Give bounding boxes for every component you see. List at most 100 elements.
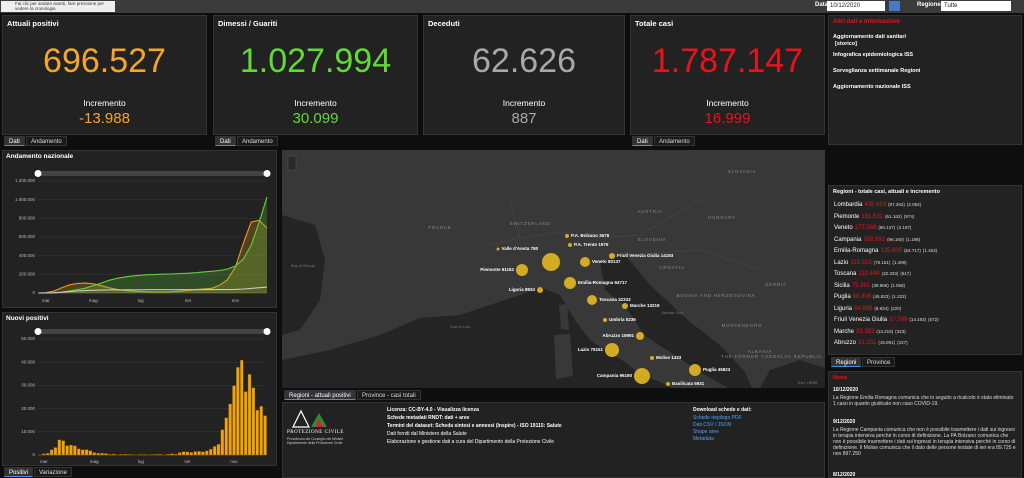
point-label: Lazio 76151 bbox=[578, 347, 604, 352]
line bbox=[37, 196, 268, 294]
download-title: Download schede e dati: bbox=[693, 407, 752, 413]
point-label: Liguria 8934 bbox=[509, 287, 536, 292]
tab[interactable]: Andamento bbox=[654, 136, 695, 146]
region-row: Toscana 110.448 (32.333) (517) bbox=[834, 271, 913, 277]
tab[interactable]: Regioni bbox=[831, 357, 862, 367]
slider-handle[interactable] bbox=[34, 328, 42, 335]
y-tick-label: 20.000 bbox=[21, 406, 35, 411]
bubble[interactable] bbox=[605, 343, 619, 357]
bubble[interactable] bbox=[622, 303, 628, 309]
region-total: 75.361 bbox=[851, 282, 871, 289]
bubble[interactable] bbox=[650, 356, 654, 360]
link-note[interactable]: [storico] bbox=[835, 41, 857, 47]
y-tick-label: 600.000 bbox=[19, 234, 36, 239]
bubble[interactable] bbox=[496, 247, 500, 251]
link[interactable]: Aggiornamento nazionale ISS bbox=[833, 84, 911, 90]
tab[interactable]: Dati bbox=[4, 136, 25, 146]
border bbox=[489, 199, 761, 271]
bar bbox=[220, 429, 225, 456]
region-total: 33.383 bbox=[856, 328, 875, 335]
island bbox=[554, 334, 573, 379]
point-label: Toscana 32333 bbox=[599, 297, 631, 302]
range-slider[interactable] bbox=[38, 329, 267, 334]
bar bbox=[177, 452, 182, 456]
map[interactable]: FRANCE SWITZERLAND AUSTRIA SLOVENIA HUNGARY S… bbox=[282, 150, 825, 388]
bubble[interactable] bbox=[666, 382, 670, 386]
bar bbox=[73, 445, 77, 456]
bubble[interactable] bbox=[537, 287, 543, 293]
download-link[interactable]: Dati CSV / JSON bbox=[693, 422, 732, 428]
region-total: 177.568 bbox=[854, 225, 877, 231]
bar bbox=[108, 454, 112, 456]
kpi-title: Attuali positivi bbox=[7, 19, 59, 28]
region-select[interactable]: Tutte bbox=[941, 1, 1011, 11]
tab[interactable]: Dati bbox=[632, 136, 653, 146]
download-link[interactable]: Schede riepilogo PDF bbox=[693, 415, 742, 421]
tab[interactable]: Andamento bbox=[26, 136, 67, 146]
region-active: (45.823) bbox=[873, 294, 890, 299]
chart: 0 10.000 20.000 30.000 40.000 50.000 mar mag lug… bbox=[21, 328, 271, 464]
place-label: HUNGARY bbox=[708, 215, 736, 220]
point-label: Abruzzo 15991 bbox=[602, 333, 634, 338]
bubble[interactable] bbox=[587, 295, 597, 305]
kpi-increment: -13.988 bbox=[79, 110, 130, 127]
bar bbox=[201, 451, 205, 456]
bubble[interactable] bbox=[564, 277, 576, 289]
slider-handle[interactable] bbox=[263, 328, 271, 335]
tab[interactable]: Province bbox=[862, 357, 896, 367]
sea bbox=[282, 215, 325, 335]
bubble[interactable] bbox=[565, 234, 569, 238]
link[interactable]: Sorveglianza settimanale Regioni bbox=[833, 68, 921, 74]
bar bbox=[111, 453, 116, 456]
bubble[interactable] bbox=[580, 257, 590, 267]
bubble[interactable] bbox=[689, 364, 701, 376]
tab[interactable]: Regioni - attuali positivi bbox=[284, 390, 356, 400]
bubble[interactable] bbox=[609, 253, 615, 259]
calendar-button[interactable] bbox=[889, 1, 900, 11]
region-row: Piemonte 181.531 (61.162) (974) bbox=[834, 214, 916, 220]
bubble[interactable] bbox=[568, 243, 572, 247]
range-slider[interactable] bbox=[38, 171, 267, 176]
tab[interactable]: Variazione bbox=[34, 467, 72, 477]
x-tick-label: mag bbox=[89, 298, 98, 303]
slider-handle[interactable] bbox=[34, 170, 42, 177]
region-active: (64.717) bbox=[904, 248, 921, 253]
bubble[interactable] bbox=[636, 332, 644, 340]
tab[interactable]: Dati bbox=[215, 136, 236, 146]
bar bbox=[69, 444, 73, 456]
region-active: (76.151) bbox=[873, 259, 891, 265]
kpi-increment-label: Incremento bbox=[83, 98, 126, 108]
news-date: 8/12/2020 bbox=[833, 472, 856, 478]
x-tick-label: lug bbox=[138, 298, 145, 303]
region-active: (13.219) bbox=[876, 328, 894, 334]
slider-handle[interactable] bbox=[263, 170, 271, 177]
bar bbox=[189, 452, 194, 456]
kpi-value: 1.787.147 bbox=[651, 42, 804, 80]
bar bbox=[154, 454, 159, 456]
tab[interactable]: Positivi bbox=[4, 467, 34, 477]
place-label: MONTENEGRO bbox=[722, 323, 763, 328]
link[interactable]: Infografica epidemiologica ISS bbox=[833, 52, 914, 58]
download-link[interactable]: Metadata bbox=[693, 436, 714, 442]
chart-panel: Andamento nazionale 0 200.000 400.000 600.00… bbox=[2, 150, 277, 308]
bubble[interactable] bbox=[542, 253, 560, 271]
bubble[interactable] bbox=[634, 368, 650, 384]
date-input[interactable]: 10/12/2020 bbox=[827, 1, 885, 11]
x-tick-label: nov bbox=[230, 459, 238, 464]
region-name: Abruzzo bbox=[834, 340, 857, 346]
region-increment: (227) bbox=[897, 340, 908, 345]
download-link[interactable]: Shape aree bbox=[693, 429, 719, 435]
region-active: (87.263) bbox=[888, 202, 905, 207]
zoom-control[interactable] bbox=[287, 155, 297, 171]
link[interactable]: Aggiornamento dati sanitari bbox=[833, 34, 907, 40]
tab[interactable]: Andamento bbox=[237, 136, 278, 146]
chart-title: Nuovi positivi bbox=[6, 315, 49, 322]
point-label: Marche 13219 bbox=[630, 303, 660, 308]
news-text: La Regione Campania comunica che non è p… bbox=[833, 427, 1016, 457]
kpi-increment-label: Incremento bbox=[294, 98, 337, 108]
bubble[interactable] bbox=[516, 264, 528, 276]
region-active: (39.969) bbox=[872, 282, 889, 288]
tab[interactable]: Province - casi totali bbox=[357, 390, 421, 400]
region-total: 169.992 bbox=[863, 236, 886, 243]
bubble[interactable] bbox=[603, 318, 607, 322]
